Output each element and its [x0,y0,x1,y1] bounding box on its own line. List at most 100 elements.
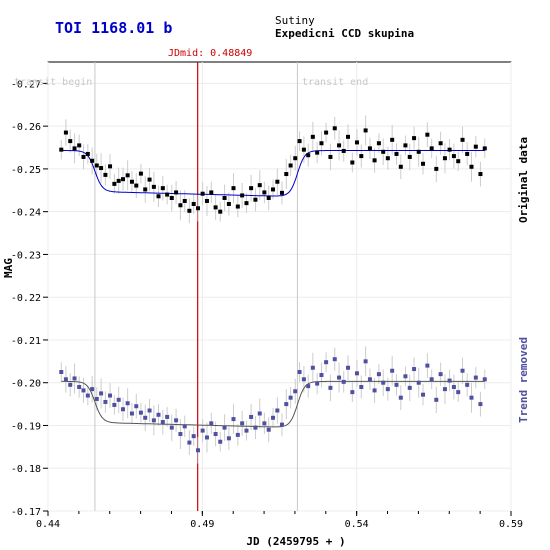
original-data-point [412,136,417,141]
trend-removed-point [129,411,134,416]
trend-removed-point [341,379,346,384]
original-data-point [310,134,315,139]
trend-removed-point [213,432,218,437]
original-data-point [390,137,395,142]
trend-removed-point [271,415,276,420]
trend-removed-point [191,434,196,439]
trend-removed-point [310,365,315,370]
error-bars [60,115,486,464]
y-tick-label: -0.24 [11,208,41,219]
trend-removed-point [328,385,333,390]
original-data-point [288,163,293,168]
original-data-point [275,179,280,184]
original-data-point [81,154,86,159]
original-data-point [112,181,117,186]
trend-removed-point [222,425,227,430]
original-data-point [90,158,95,163]
trend-removed-point [293,389,298,394]
y-tick-label: -0.26 [11,122,41,133]
model-curves [61,150,485,428]
trend-removed-point [138,410,143,415]
trend-removed-point [244,428,249,433]
original-data-point [442,156,447,161]
trend-removed-point [346,365,351,370]
x-tick-label: 0.44 [36,519,60,530]
trend-removed-point [121,407,126,412]
original-data-point [204,198,209,203]
trend-removed-point [209,421,214,426]
original-data-point [367,146,372,151]
trend-removed-point [151,418,156,423]
trend-removed-point [94,396,99,401]
original-data-point [279,190,284,195]
trend-removed-point [367,377,372,382]
trend-removed-point [253,425,258,430]
trend-removed-point [473,375,478,380]
trend-removed-point [451,384,456,389]
trend-removed-point [182,424,187,429]
transit-begin-label: transit begin [14,77,92,88]
trend-removed-point [469,395,474,400]
trend-removed-point [398,395,403,400]
trend-removed-point [143,415,148,420]
original-data-point [262,190,267,195]
group-label: Expedicni CCD skupina [275,27,414,40]
trend-removed-point [90,387,95,392]
y-tick-label: -0.20 [11,379,41,390]
original-data-point [187,208,192,213]
original-data-point [121,177,126,182]
original-data-point [438,141,443,146]
original-data-point [156,194,161,199]
x-tick-label: 0.49 [190,519,214,530]
trend-removed-point [403,374,408,379]
original-data-point [134,183,139,188]
trend-removed-point [116,397,121,402]
y-tick-label: -0.25 [11,165,41,176]
original-data-point [253,197,258,202]
y-axis-label: MAG [2,258,15,278]
trend-removed-point [372,388,377,393]
trend-removed-point [99,391,104,396]
y-tick-label: -0.23 [11,250,41,261]
trend-removed-point [416,380,421,385]
trend-removed-point [324,360,329,365]
trend-removed-point [306,384,311,389]
original-data-point [359,154,364,159]
original-data-point [271,187,276,192]
original-data-point [337,143,342,148]
original-data-point [425,132,430,137]
trend-removed-point [301,377,306,382]
trend-removed-point [381,380,386,385]
trend-removed-point [226,436,231,441]
trend-removed-point [218,439,223,444]
trend-removed-point [103,399,108,404]
side-label-trend-removed: Trend removed [517,337,530,423]
trend-removed-point [240,421,245,426]
original-data-point [381,149,386,154]
trend-removed-point [77,384,82,389]
trend-removed-point [442,387,447,392]
trend-removed-point [390,368,395,373]
trend-removed-point [319,373,324,378]
trend-removed-point [275,408,280,413]
original-data-point [165,192,170,197]
trend-removed-point [354,371,359,376]
trend-removed-point [288,395,293,400]
trend-removed-point [297,370,302,375]
original-data-point [473,144,478,149]
original-data-point [319,141,324,146]
trend-removed-point [85,393,90,398]
original-data-point [429,146,434,151]
original-data-point [394,151,399,156]
original-data-point [301,147,306,152]
original-data-point [346,134,351,139]
original-data-point [469,164,474,169]
original-data-point [363,128,368,133]
trend-removed-point [429,377,434,382]
trend-removed-point [337,375,342,380]
trend-removed-point [363,359,368,364]
original-data-point [174,190,179,195]
trend-removed-point [465,382,470,387]
y-tick-label: -0.27 [11,79,41,90]
